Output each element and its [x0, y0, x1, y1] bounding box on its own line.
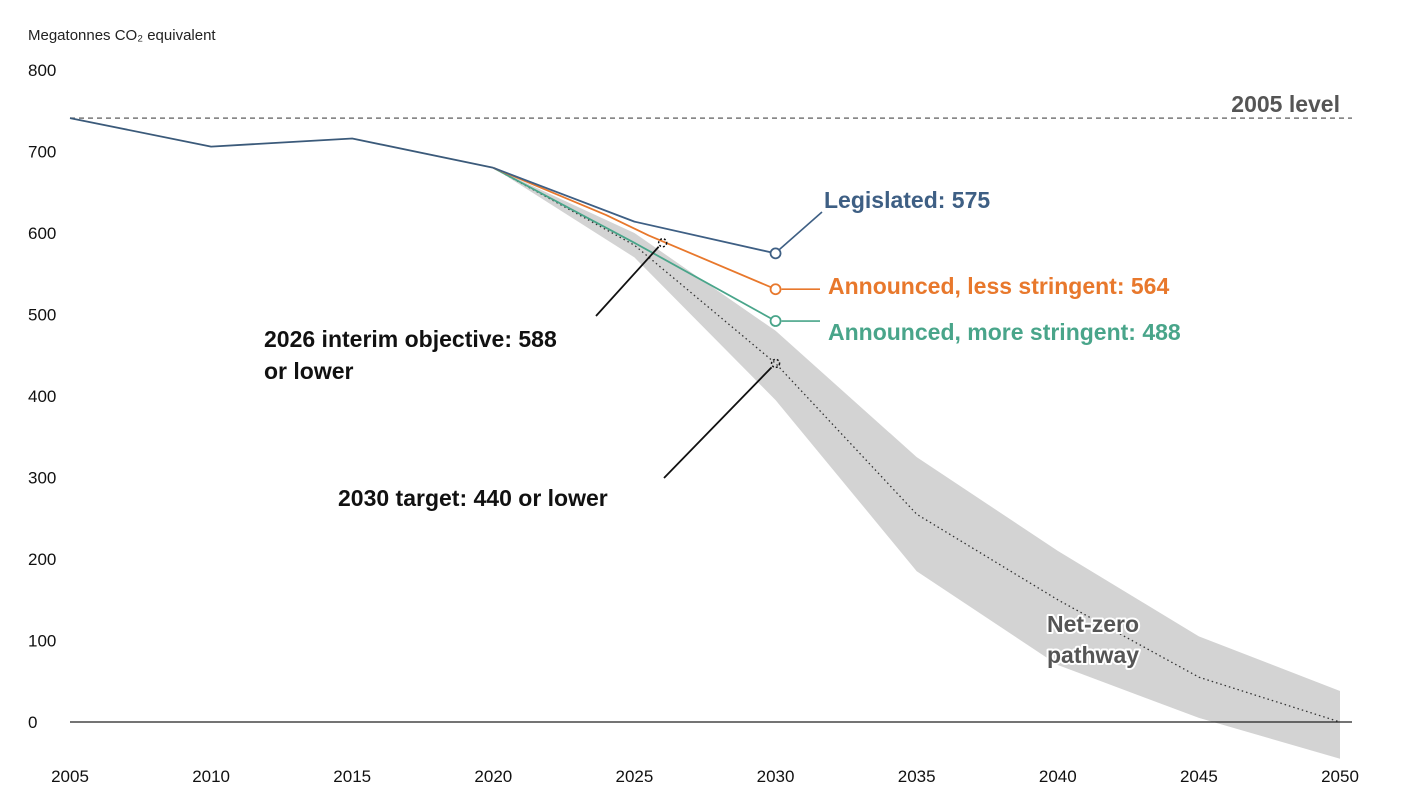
net-zero-band: [493, 167, 1340, 759]
annotation-leader-line: [595, 246, 660, 317]
series-line-net-zero-pathway: [492, 167, 1341, 723]
annotation-leader-line: [779, 211, 823, 250]
series-endpoint-marker: [769, 283, 782, 296]
reference-line-label: 2005 level: [1231, 91, 1340, 117]
annotation-interim-objective-line1: 2026 interim objective: 588: [264, 326, 557, 352]
x-tick-label: 2015: [333, 767, 371, 786]
annotation-legislated: Legislated: 575: [824, 187, 990, 213]
annotation-net-zero-pathway-line1: Net-zero: [1047, 611, 1139, 637]
annotation-announced-more-stringent: Announced, more stringent: 488: [828, 319, 1181, 345]
annotation-2030-target: 2030 target: 440 or lower: [338, 485, 608, 511]
x-tick-labels: 2005 2010 2015 2020 2025 2030 2035 2040 2045 2050: [51, 767, 1359, 786]
y-axis-label: Megatonnes CO₂ equivalent: [28, 27, 216, 44]
x-tick-label: 2010: [192, 767, 230, 786]
x-tick-label: 2045: [1180, 767, 1218, 786]
y-tick-labels: 0 100 200 300 400 500 600 700 800: [28, 61, 56, 732]
x-tick-label: 2005: [51, 767, 89, 786]
target-marker: [657, 238, 668, 248]
y-tick-label: 700: [28, 143, 56, 162]
plot-area: 2005 level: [69, 91, 1352, 759]
x-tick-label: 2025: [616, 767, 654, 786]
y-tick-label: 200: [28, 550, 56, 569]
series-line-announced-less-stringent: [492, 166, 776, 291]
annotation-announced-less-stringent: Announced, less stringent: 564: [828, 273, 1169, 299]
y-tick-label: 300: [28, 469, 56, 488]
x-tick-label: 2035: [898, 767, 936, 786]
series-line-legislated: [492, 166, 776, 255]
annotations: Legislated: 575 Announced, less stringent…: [264, 187, 1181, 670]
y-tick-label: 100: [28, 632, 56, 651]
y-tick-label: 500: [28, 306, 56, 325]
series-endpoint-marker: [769, 315, 782, 327]
series-endpoint-marker: [769, 247, 782, 260]
annotation-leader-line: [663, 366, 773, 479]
y-tick-label: 600: [28, 224, 56, 243]
target-marker: [770, 358, 781, 369]
x-tick-label: 2040: [1039, 767, 1077, 786]
y-tick-label: 0: [28, 713, 37, 732]
x-tick-label: 2020: [474, 767, 512, 786]
x-tick-label: 2030: [757, 767, 795, 786]
annotation-net-zero-pathway-line2: pathway: [1047, 642, 1139, 668]
y-tick-label: 800: [28, 61, 56, 80]
annotation-interim-objective-line2: or lower: [264, 358, 354, 384]
series-line-announced-more-stringent: [492, 167, 777, 322]
series-line-historical: [69, 117, 494, 169]
x-tick-label: 2050: [1321, 767, 1359, 786]
y-tick-label: 400: [28, 387, 56, 406]
